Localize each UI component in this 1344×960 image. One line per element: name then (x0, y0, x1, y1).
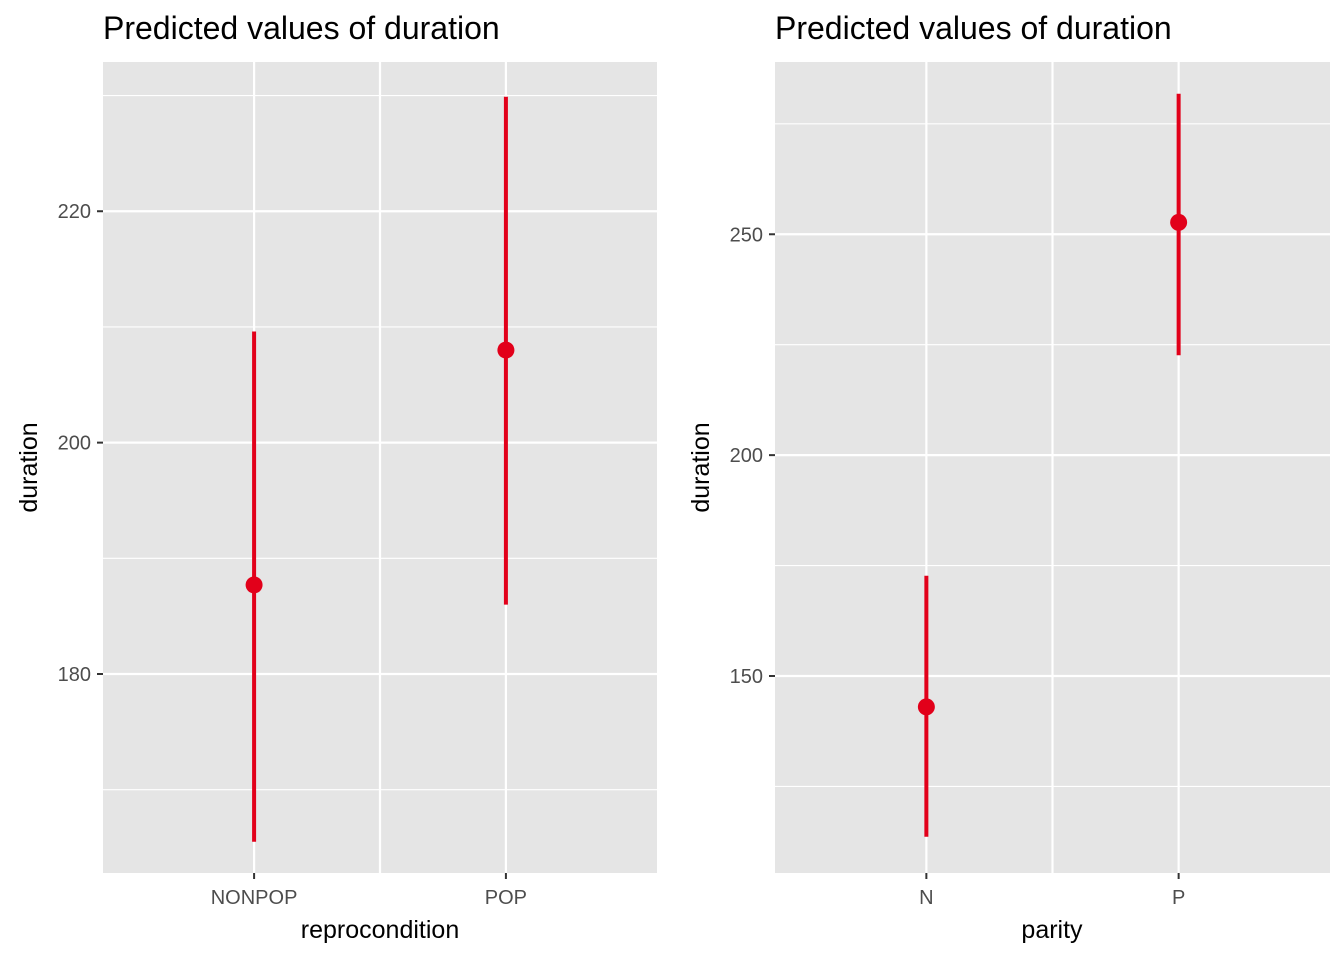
y-tick-label: 180 (58, 664, 91, 686)
estimate-point (917, 698, 935, 716)
x-tick-label: N (919, 887, 933, 909)
y-axis-title: duration (15, 422, 43, 512)
estimate-point (245, 576, 263, 594)
chart-title: Predicted values of duration (775, 10, 1172, 46)
y-tick-label: 200 (730, 445, 763, 467)
y-axis: 180 200 220 (58, 201, 103, 686)
y-tick-label: 250 (730, 224, 763, 246)
y-tick-label: 150 (730, 666, 763, 688)
y-tick-label: 220 (58, 201, 91, 223)
x-tick-label: P (1172, 887, 1185, 909)
data-layer (917, 93, 1188, 837)
chart-reprocondition: Predicted values of duration 180 200 220 N… (15, 10, 657, 944)
estimate-point (1170, 213, 1188, 231)
y-tick-label: 200 (58, 433, 91, 455)
chart-title: Predicted values of duration (103, 10, 500, 46)
estimate-point (497, 341, 515, 359)
x-axis: NONPOP POP (211, 873, 527, 909)
y-axis: 150 200 250 (730, 224, 775, 688)
x-tick-label: NONPOP (211, 887, 298, 909)
x-tick-label: POP (485, 887, 527, 909)
x-axis-title: reprocondition (301, 916, 459, 944)
x-axis-title: parity (1021, 916, 1083, 944)
y-axis-title: duration (687, 422, 715, 512)
chart-parity: Predicted values of duration 150 200 250 N… (687, 10, 1330, 944)
data-layer (245, 96, 515, 842)
